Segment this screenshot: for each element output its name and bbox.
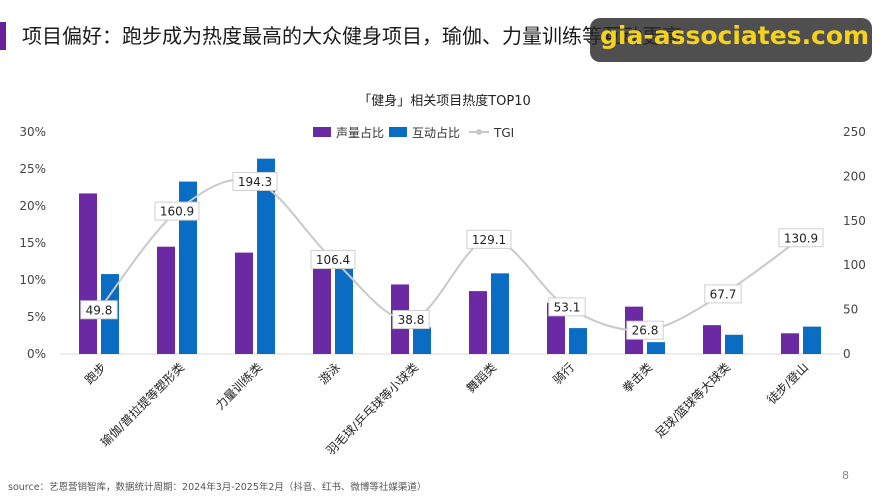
tgi-label-box	[80, 300, 118, 320]
y-right-tick-label: 250	[843, 125, 866, 139]
watermark-text: gia-associates.com	[600, 21, 870, 50]
x-category-label: 游泳	[316, 360, 343, 387]
legend-label-volume: 声量占比	[336, 125, 384, 140]
page-number: 8	[842, 469, 849, 482]
bar-interaction	[335, 268, 353, 354]
tgi-line	[98, 178, 802, 332]
source-note: source：艺恩营销智库，数据统计周期：2024年3月-2025年2月（抖音、…	[8, 482, 427, 493]
legend-label-tgi: TGI	[493, 126, 514, 140]
bar-interaction	[179, 181, 197, 354]
tgi-data-label: 160.9	[160, 205, 194, 219]
bar-volume	[781, 333, 799, 354]
x-category-label: 舞蹈类	[464, 360, 499, 395]
bar-volume	[313, 267, 331, 354]
tgi-data-label: 130.9	[784, 231, 818, 245]
x-category-label: 骑行	[550, 360, 577, 387]
bar-interaction	[569, 328, 587, 354]
y-left-tick-label: 0%	[27, 347, 46, 361]
y-right-tick-label: 200	[843, 169, 866, 183]
bar-interaction	[803, 326, 821, 354]
bar-interaction	[647, 342, 665, 354]
title-accent-bar	[0, 22, 6, 50]
tgi-label-box	[154, 201, 200, 221]
tgi-label-box	[392, 310, 430, 330]
legend-swatch-volume	[313, 127, 331, 137]
tgi-data-label: 49.8	[86, 303, 113, 317]
bar-interaction	[257, 158, 275, 354]
x-category-label: 跑步	[82, 360, 109, 387]
y-right-tick-label: 50	[843, 303, 858, 317]
y-left-tick-label: 5%	[27, 310, 46, 324]
x-category-label: 拳击类	[619, 360, 655, 396]
bar-volume	[79, 193, 97, 354]
legend-marker-tgi	[476, 129, 482, 135]
bar-volume	[703, 325, 721, 354]
tgi-label-box	[704, 284, 742, 304]
legend-label-interaction: 互动占比	[412, 125, 460, 140]
tgi-label-box	[548, 297, 586, 317]
tgi-label-box	[626, 320, 664, 340]
tgi-data-label: 38.8	[398, 313, 425, 327]
legend-swatch-interaction	[389, 127, 407, 137]
y-right-tick-label: 150	[843, 214, 866, 228]
tgi-data-label: 129.1	[472, 233, 506, 247]
x-category-label: 力量训练类	[212, 360, 265, 413]
page-title: 项目偏好：跑步成为热度最高的大众健身项目，瑜伽、力量训练等互动更高	[22, 24, 682, 48]
y-left-tick-label: 20%	[19, 199, 46, 213]
y-left-tick-label: 15%	[19, 236, 46, 250]
tgi-label-box	[310, 250, 356, 270]
y-right-tick-label: 0	[843, 347, 851, 361]
tgi-label-box	[778, 228, 824, 248]
y-left-tick-label: 10%	[19, 273, 46, 287]
tgi-label-box	[466, 229, 512, 249]
tgi-data-label: 106.4	[316, 253, 350, 267]
y-left-tick-label: 25%	[19, 162, 46, 176]
watermark-background	[590, 18, 872, 62]
tgi-label-box	[232, 171, 278, 191]
y-right-tick-label: 100	[843, 258, 866, 272]
tgi-data-label: 67.7	[710, 287, 737, 301]
y-left-tick-label: 30%	[19, 125, 46, 139]
tgi-data-label: 26.8	[632, 324, 659, 338]
x-category-label: 足球/篮球等大球类	[652, 360, 733, 441]
x-category-label: 瑜伽/普拉提等塑形类	[97, 360, 187, 450]
tgi-data-label: 194.3	[238, 175, 272, 189]
bar-interaction	[413, 327, 431, 354]
x-category-label: 徒步/登山	[764, 360, 811, 407]
bar-volume	[235, 252, 253, 354]
bar-volume	[157, 246, 175, 354]
bar-volume	[469, 291, 487, 354]
tgi-data-label: 53.1	[554, 300, 581, 314]
bar-interaction	[491, 273, 509, 354]
chart-title: 「健身」相关项目热度TOP10	[358, 94, 531, 109]
bar-interaction	[725, 334, 743, 354]
